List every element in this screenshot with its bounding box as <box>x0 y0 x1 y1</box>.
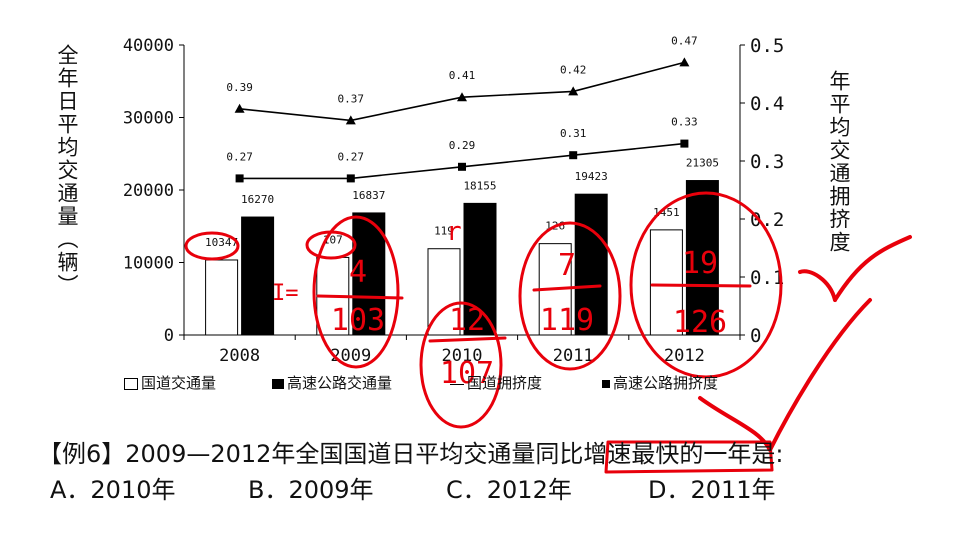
y-tick-label-left: 0 <box>164 326 174 346</box>
bar-data-label: 1451 <box>653 206 680 219</box>
point-data-label: 0.41 <box>449 69 476 82</box>
x-tick-label: 2009 <box>330 346 371 366</box>
option-d: D．2011年 <box>648 476 776 504</box>
bar-data-label: 119 <box>434 225 454 238</box>
ink-stroke <box>428 336 507 343</box>
y-axis-left-label: 全年日平均交通量（辆） <box>55 44 79 297</box>
option-c: C．2012年 <box>446 476 572 504</box>
bar <box>463 202 497 336</box>
point-triangle <box>457 92 467 102</box>
bar <box>352 212 386 336</box>
y-tick-label-left: 10000 <box>123 254 174 274</box>
bar <box>649 229 683 336</box>
point-data-label: 0.27 <box>338 150 365 163</box>
legend-item-highway-volume: 高速公路交通量 <box>272 372 392 393</box>
point-triangle <box>234 103 245 113</box>
ink-denominator: 103 <box>331 303 385 338</box>
ink-numerator: 4 <box>349 255 367 290</box>
point-data-label: 0.27 <box>226 150 253 163</box>
legend-swatch-square <box>602 380 610 388</box>
ink-denominator: 119 <box>540 303 594 338</box>
bar-data-label: 18155 <box>463 179 496 192</box>
point-triangle <box>345 115 356 125</box>
point-square <box>458 162 466 171</box>
bar-data-label: 16837 <box>352 189 385 202</box>
y-tick-label-left: 30000 <box>123 109 174 129</box>
bar-data-label: 10347 <box>205 236 238 249</box>
bar-data-label: 21305 <box>686 157 719 170</box>
point-data-label: 0.33 <box>671 116 698 129</box>
bar-data-label: 19423 <box>575 170 608 183</box>
x-tick-label: 2011 <box>553 346 594 366</box>
point-square <box>569 151 578 160</box>
point-data-label: 0.31 <box>560 127 587 140</box>
legend-swatch-white <box>124 378 138 390</box>
point-triangle <box>568 86 579 96</box>
ink-stroke <box>316 294 404 300</box>
handwritten-annotations: I= r 4 103 12 107 7 119 19 126 <box>184 191 912 474</box>
point-data-label: 0.47 <box>671 34 698 47</box>
ink-stroke <box>698 298 872 452</box>
ink-oval <box>419 301 503 429</box>
bar <box>241 216 275 336</box>
legend-label: 高速公路拥挤度 <box>613 374 719 392</box>
bar <box>574 193 608 336</box>
ink-numerator: 7 <box>558 248 576 283</box>
legend-label: 国道交通量 <box>141 374 217 392</box>
x-tick-label: 2008 <box>219 346 260 366</box>
point-data-label: 0.37 <box>338 92 365 105</box>
ink-stroke <box>532 284 602 292</box>
legend-swatch-line <box>450 383 464 385</box>
y-tick-label-right: 0 <box>750 325 761 347</box>
point-data-label: 0.42 <box>560 63 587 76</box>
ink-stroke <box>604 440 774 474</box>
bar-data-label: 16270 <box>241 193 274 206</box>
x-tick-label: 2010 <box>442 346 483 366</box>
point-square <box>235 174 244 183</box>
y-tick-label-right: 0.5 <box>750 35 784 57</box>
ink-oval <box>518 221 622 371</box>
point-data-label: 0.39 <box>226 81 253 94</box>
legend: 国道交通量 高速公路交通量 国道拥挤度 高速公路拥挤度 <box>124 372 804 394</box>
question-text: 【例6】2009—2012年全国国道日平均交通量同比增速最快的一年是: <box>38 440 784 468</box>
ink-stroke <box>650 283 752 288</box>
legend-item-highway-congestion: 高速公路拥挤度 <box>602 372 718 393</box>
ink-oval <box>312 215 400 369</box>
y-tick-label-right: 0.4 <box>750 93 784 115</box>
ink-denominator: 126 <box>673 305 727 340</box>
y-tick-label-right: 0.3 <box>750 151 784 173</box>
ink-oval <box>629 191 783 379</box>
ink-stray-mark: r <box>446 217 462 247</box>
legend-label: 国道拥挤度 <box>467 374 543 392</box>
option-a: A．2010年 <box>50 476 176 504</box>
legend-item-guodao-congestion: 国道拥挤度 <box>450 372 542 393</box>
legend-item-guodao-volume: 国道交通量 <box>124 372 216 393</box>
ink-denominator: 107 <box>440 356 494 391</box>
y-axis-right-label: 年平均交通拥挤度 <box>827 70 851 254</box>
lines: 0.39 0.37 0.41 0.42 0.47 0.27 0.27 0.29 0.31 0.33 <box>226 34 698 183</box>
y-tick-label-right: 0.2 <box>750 209 784 231</box>
ink-prefix: I= <box>272 281 299 306</box>
y-tick-label-right: 0.1 <box>750 267 784 289</box>
x-tick-label: 2012 <box>664 346 705 366</box>
point-square <box>680 139 689 148</box>
bar <box>685 180 719 336</box>
y-tick-label-left: 20000 <box>123 181 174 201</box>
axes: 0 10000 20000 30000 40000 0 0.1 0.2 0.3 0.4 0.5 200… <box>123 35 785 366</box>
bar <box>205 259 239 336</box>
ink-circle <box>184 231 240 261</box>
point-square <box>346 174 355 183</box>
point-triangle <box>679 57 690 67</box>
ink-numerator: 12 <box>449 303 485 338</box>
legend-swatch-black <box>272 379 284 389</box>
ink-stroke <box>798 235 912 302</box>
point-data-label: 0.29 <box>449 139 476 152</box>
y-tick-label-left: 40000 <box>123 36 174 56</box>
option-b: B．2009年 <box>248 476 374 504</box>
ink-numerator: 19 <box>682 246 718 281</box>
legend-label: 高速公路交通量 <box>287 374 393 392</box>
